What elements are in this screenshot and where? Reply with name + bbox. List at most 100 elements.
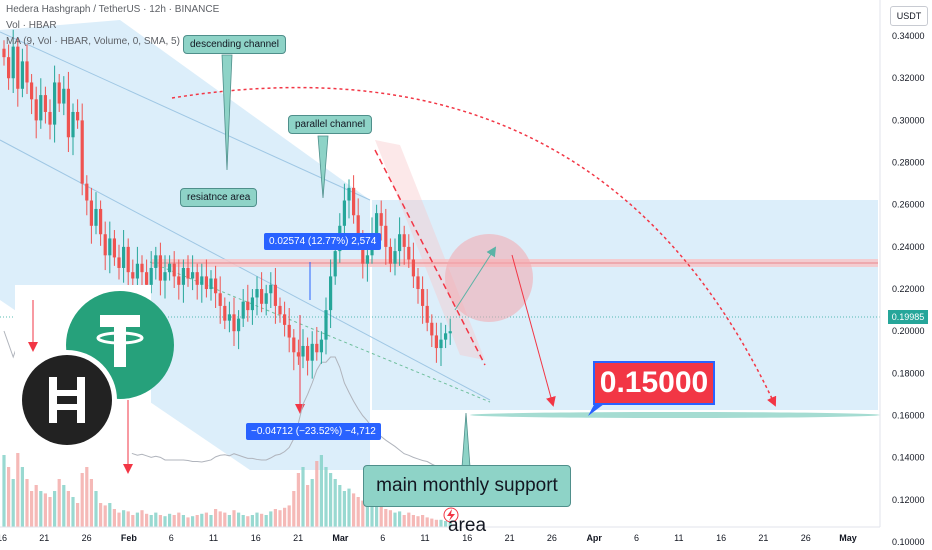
volume-bar xyxy=(25,479,29,527)
resistance-area-label[interactable]: resiatnce area xyxy=(180,188,258,207)
candle-body xyxy=(39,95,43,121)
volume-bar xyxy=(301,467,305,527)
descending-channel-label[interactable]: descending channel xyxy=(183,35,286,54)
support-area-label[interactable]: main monthly support area xyxy=(363,465,571,536)
volume-bar xyxy=(388,510,392,527)
candle-body xyxy=(333,251,337,277)
volume-bar xyxy=(149,515,153,527)
volume-bar xyxy=(214,509,218,527)
support-band xyxy=(470,412,880,418)
price-tick-label: 0.10000 xyxy=(892,537,925,547)
volume-bar xyxy=(398,511,402,527)
candle-body xyxy=(425,305,429,323)
candle-body xyxy=(71,111,75,138)
candle-body xyxy=(168,263,172,273)
measure-up-label[interactable]: 0.02574 (12.77%) 2,574 xyxy=(264,233,382,250)
candle-body xyxy=(255,289,259,298)
time-tick-label: 16 xyxy=(716,533,726,543)
volume-bar xyxy=(306,485,310,527)
measure-down-label[interactable]: −0.04712 (−23.52%) −4,712 xyxy=(246,423,381,440)
candlesticks xyxy=(2,29,452,379)
candle-body xyxy=(352,187,356,216)
volume-bar xyxy=(186,517,190,527)
time-tick-label: 16 xyxy=(0,533,7,543)
candle-body xyxy=(393,251,397,264)
volume-bar xyxy=(158,515,162,527)
chart-title: Hedera Hashgraph / TetherUS · 12h · BINA… xyxy=(6,4,220,15)
volume-bar xyxy=(269,511,273,527)
volume-bar xyxy=(43,493,47,527)
volume-bar xyxy=(402,515,406,527)
volume-bar xyxy=(315,461,319,527)
volume-bar xyxy=(99,503,103,527)
candle-body xyxy=(388,246,392,264)
candle-body xyxy=(186,267,190,279)
volume-bar xyxy=(39,491,43,527)
hedera-logo-bar-right xyxy=(77,377,85,423)
volume-bar xyxy=(439,519,443,527)
time-tick-label: 26 xyxy=(801,533,811,543)
candle-body xyxy=(398,234,402,252)
time-tick-label: 21 xyxy=(39,533,49,543)
volume-bar xyxy=(411,515,415,527)
candle-body xyxy=(241,301,245,319)
candle-body xyxy=(227,314,231,321)
volume-bar xyxy=(273,509,277,527)
volume-bar xyxy=(117,512,121,527)
volume-bar xyxy=(62,485,66,527)
candle-body xyxy=(181,267,185,285)
target-price-label[interactable]: 0.15000 xyxy=(593,361,715,405)
candle-body xyxy=(94,208,98,226)
volume-bar xyxy=(375,503,379,527)
time-tick-label: 11 xyxy=(420,533,429,543)
volume-legend: Vol · HBAR xyxy=(6,20,57,31)
volume-bar xyxy=(241,515,245,527)
time-tick-label: 6 xyxy=(380,533,385,543)
candle-body xyxy=(264,293,268,304)
candle-body xyxy=(375,213,379,235)
candle-body xyxy=(135,263,139,279)
candle-body xyxy=(310,343,314,361)
candle-body xyxy=(296,352,300,357)
candle-body xyxy=(430,322,434,336)
candle-body xyxy=(200,276,204,285)
volume-bar xyxy=(356,497,360,527)
candle-body xyxy=(315,343,319,353)
volume-bar xyxy=(11,479,15,527)
currency-button[interactable]: USDT xyxy=(890,6,928,26)
candle-body xyxy=(379,213,383,226)
candle-body xyxy=(434,335,438,349)
candle-body xyxy=(7,57,11,79)
volume-bar xyxy=(140,510,144,527)
volume-bar xyxy=(172,515,176,527)
volume-bar xyxy=(352,493,356,527)
time-tick-label: Apr xyxy=(586,533,602,543)
volume-bar xyxy=(218,511,222,527)
candle-body xyxy=(347,187,351,201)
candle-body xyxy=(53,82,57,125)
volume-bar xyxy=(204,512,208,527)
time-tick-label: Mar xyxy=(332,533,349,543)
volume-bar xyxy=(283,507,287,527)
time-tick-label: 6 xyxy=(634,533,639,543)
parallel-channel-label[interactable]: parallel channel xyxy=(288,115,373,134)
volume-bar xyxy=(250,515,254,527)
candle-body xyxy=(292,337,296,353)
time-tick-label: 26 xyxy=(82,533,92,543)
volume-bar xyxy=(89,479,93,527)
candle-body xyxy=(2,48,6,58)
volume-bar xyxy=(108,503,112,527)
volume-bar xyxy=(168,513,172,527)
volume-bar xyxy=(209,515,213,527)
price-tick-label: 0.22000 xyxy=(892,284,925,294)
volume-bar xyxy=(66,491,70,527)
price-axis: 0.34000 0.32000 0.30000 0.28000 0.26000 0.240… xyxy=(892,31,925,547)
candle-body xyxy=(89,200,93,226)
volume-bar xyxy=(421,515,425,527)
price-tick-label: 0.30000 xyxy=(892,115,925,125)
candle-body xyxy=(76,111,80,121)
candle-body xyxy=(218,293,222,306)
candle-body xyxy=(306,345,310,361)
volume-bar xyxy=(361,500,365,527)
